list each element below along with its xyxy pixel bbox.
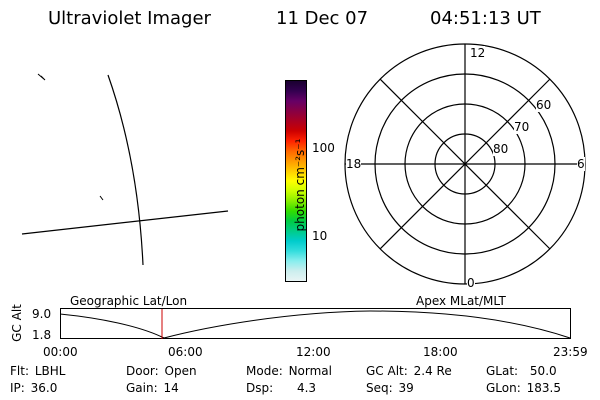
door-label: Door: (126, 364, 159, 378)
mode-field: Mode: Normal (246, 364, 332, 378)
date-label: 11 Dec 07 (276, 8, 369, 29)
colorbar-tick-100: 100 (312, 141, 335, 155)
altitude-curve (60, 310, 571, 339)
glon-value: 183.5 (526, 381, 561, 395)
timeline-right-title: Apex MLat/MLT (416, 294, 506, 308)
door-field: Door: Open (126, 364, 197, 378)
glat-field: GLat: 50.0 (486, 364, 557, 378)
gain-label: Gain: (126, 381, 158, 395)
glat-value: 50.0 (529, 364, 557, 378)
gc-alt-value: 2.4 Re (413, 364, 452, 378)
gc-alt-field: GC Alt: 2.4 Re (366, 364, 452, 378)
grid-parallel-line (21, 210, 229, 235)
dsp-value: 4.3 (296, 381, 317, 395)
dsp-label: Dsp: (246, 381, 274, 395)
door-value: Open (164, 364, 197, 378)
flt-label: Flt: (10, 364, 29, 378)
time-label: 04:51:13 UT (430, 8, 541, 29)
timeline-ytick-low: 1.8 (32, 328, 52, 342)
timeline-xtick: 06:00 (168, 345, 203, 359)
seq-value: 39 (398, 381, 414, 395)
timeline-xtick: 12:00 (296, 345, 331, 359)
ip-value: 36.0 (30, 381, 58, 395)
dsp-field: Dsp: 4.3 (246, 381, 316, 395)
mlt-label-0: 0 (467, 276, 475, 290)
colorbar-tick-10: 10 (312, 229, 328, 243)
mlt-diagonal (379, 78, 551, 250)
seq-field: Seq: 39 (366, 381, 414, 395)
timeline-xtick: 00:00 (43, 345, 78, 359)
flt-value: LBHL (34, 364, 66, 378)
glon-label: GLon: (486, 381, 521, 395)
timeline-ytick-high: 9.0 (32, 307, 52, 321)
glat-label: GLat: (486, 364, 519, 378)
mlt-label-18: 18 (346, 157, 362, 171)
gc-alt-label: GC Alt: (366, 364, 408, 378)
lat-label-60: 60 (536, 98, 552, 112)
timeline-xtick: 18:00 (423, 345, 458, 359)
polar-mlt-plot (344, 43, 586, 285)
mlt-label-12: 12 (470, 46, 486, 60)
timeline-xtick: 23:59 (553, 345, 588, 359)
gain-field: Gain: 14 (126, 381, 179, 395)
mode-value: Normal (288, 364, 332, 378)
lat-label-80: 80 (493, 142, 509, 156)
mlt-label-6: 6 (577, 157, 585, 171)
lat-label-70: 70 (514, 120, 530, 134)
coastline-fragment (37, 73, 46, 81)
grid-meridian-line (107, 74, 144, 266)
gain-value: 14 (163, 381, 179, 395)
timeline-left-title: Geographic Lat/Lon (70, 294, 188, 308)
flt-field: Flt: LBHL (10, 364, 65, 378)
colorbar-unit-label: photon cm⁻²s⁻¹ (293, 138, 307, 232)
timeline-frame (60, 308, 571, 339)
ip-label: IP: (10, 381, 25, 395)
geographic-image-panel (21, 73, 229, 266)
glon-field: GLon: 183.5 (486, 381, 561, 395)
ip-field: IP: 36.0 (10, 381, 57, 395)
colorbar (285, 80, 307, 282)
mode-label: Mode: (246, 364, 283, 378)
timeline-plot (60, 308, 571, 339)
coastline-fragment (99, 195, 104, 201)
seq-label: Seq: (366, 381, 393, 395)
instrument-title: Ultraviolet Imager (48, 8, 211, 29)
colorbar-gradient (286, 81, 306, 281)
timeline-alt-axis-label: GC Alt (10, 304, 24, 342)
